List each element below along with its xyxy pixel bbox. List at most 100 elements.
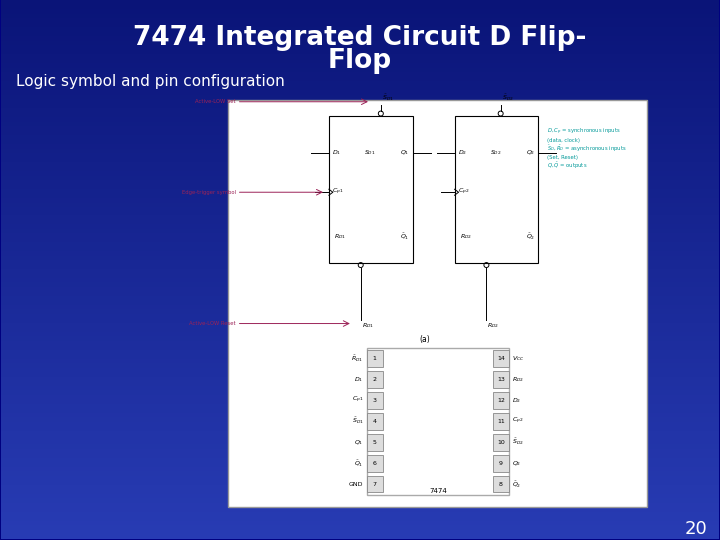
Bar	[1, 488, 719, 489]
Bar	[1, 315, 719, 316]
Bar	[1, 267, 719, 268]
Bar	[1, 346, 719, 347]
Bar	[1, 80, 719, 81]
Bar	[1, 441, 719, 442]
Bar	[1, 512, 719, 513]
Bar	[493, 476, 509, 492]
Bar	[1, 84, 719, 85]
Text: $D_1$: $D_1$	[332, 148, 341, 157]
Bar	[1, 498, 719, 499]
Bar	[1, 6, 719, 7]
Bar	[1, 97, 719, 98]
Bar	[1, 158, 719, 159]
Text: (data, clock): (data, clock)	[546, 138, 580, 143]
Bar	[1, 362, 719, 363]
Bar	[1, 19, 719, 20]
Bar	[1, 245, 719, 246]
Bar	[1, 188, 719, 190]
Bar	[1, 463, 719, 464]
Bar	[1, 433, 719, 434]
Bar	[1, 248, 719, 249]
Bar	[493, 371, 509, 388]
Bar	[1, 490, 719, 491]
Bar	[366, 413, 382, 430]
Bar	[1, 230, 719, 231]
Text: 5: 5	[373, 440, 377, 445]
Bar	[1, 481, 719, 482]
Bar	[1, 393, 719, 394]
Bar	[1, 314, 719, 315]
Bar	[1, 332, 719, 333]
Bar	[1, 93, 719, 94]
Bar	[1, 416, 719, 417]
Bar	[1, 195, 719, 197]
Bar	[1, 531, 719, 532]
Bar	[1, 161, 719, 163]
Bar	[1, 178, 719, 179]
Bar	[1, 200, 719, 201]
Bar	[1, 33, 719, 34]
Bar	[493, 413, 509, 430]
Bar	[1, 137, 719, 138]
Bar	[1, 468, 719, 469]
Bar	[1, 355, 719, 356]
Bar	[1, 300, 719, 301]
Bar	[1, 255, 719, 256]
Bar	[1, 98, 719, 99]
Bar	[1, 87, 719, 88]
Bar	[1, 453, 719, 454]
Bar	[1, 437, 719, 438]
Bar	[1, 221, 719, 222]
Bar	[1, 60, 719, 61]
Bar	[1, 484, 719, 485]
Bar	[1, 171, 719, 172]
Bar	[1, 511, 719, 512]
Bar	[1, 168, 719, 170]
Bar	[1, 48, 719, 49]
Bar	[1, 515, 719, 516]
Bar	[1, 322, 719, 323]
Bar	[1, 357, 719, 358]
Bar	[1, 18, 719, 19]
Bar	[1, 294, 719, 295]
Bar	[1, 269, 719, 271]
Bar	[1, 426, 719, 427]
Bar	[1, 121, 719, 122]
Bar	[1, 104, 719, 105]
Text: 8: 8	[499, 482, 503, 487]
Text: $\bar{Q}_2$: $\bar{Q}_2$	[526, 231, 536, 241]
Bar	[1, 353, 719, 354]
Bar	[1, 382, 719, 383]
Bar	[1, 410, 719, 411]
Bar	[1, 86, 719, 87]
Bar	[1, 299, 719, 300]
Bar	[1, 124, 719, 125]
Bar	[1, 42, 719, 43]
Bar	[1, 428, 719, 429]
Bar	[1, 381, 719, 382]
Bar	[1, 407, 719, 408]
Bar	[366, 476, 382, 492]
Bar	[1, 434, 719, 435]
Bar	[1, 205, 719, 206]
Bar	[1, 373, 719, 374]
Text: $\bar{Q}_2$: $\bar{Q}_2$	[512, 479, 521, 489]
Bar	[1, 225, 719, 226]
Bar	[1, 535, 719, 536]
Bar	[1, 131, 719, 132]
Bar	[1, 212, 719, 213]
Bar	[1, 224, 719, 225]
Bar	[1, 500, 719, 501]
Bar	[1, 420, 719, 421]
Bar	[1, 15, 719, 16]
Bar	[1, 394, 719, 395]
Bar	[1, 89, 719, 90]
Bar	[1, 38, 719, 39]
Bar	[1, 449, 719, 450]
Bar	[1, 470, 719, 471]
Bar	[228, 100, 647, 507]
Bar	[1, 144, 719, 145]
Bar	[1, 390, 719, 391]
Bar	[1, 340, 719, 341]
Bar	[1, 180, 719, 181]
